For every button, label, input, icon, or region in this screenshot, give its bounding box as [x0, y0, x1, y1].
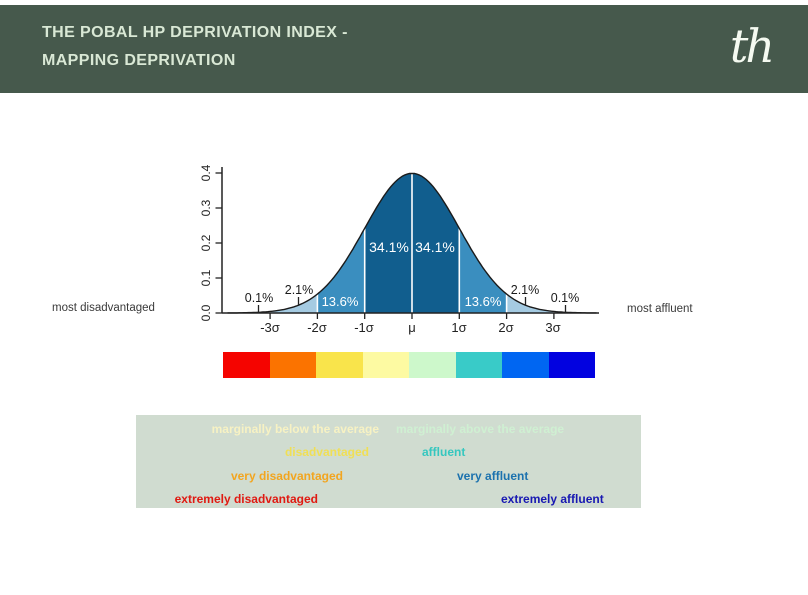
legend-disadvantaged: disadvantaged — [284, 445, 369, 459]
colorbar-segment-5 — [455, 352, 502, 378]
deprivation-colorbar — [223, 352, 595, 378]
y-tick-0.3: 0.3 — [199, 199, 213, 216]
th-logo: th — [729, 19, 775, 73]
label-2.1-left: 2.1% — [285, 283, 314, 297]
bell-curve-outline — [227, 172, 597, 314]
legend-marginally-below-average: marginally below the average — [211, 422, 379, 436]
label-13.6-right: 13.6% — [465, 294, 502, 309]
colorbar-segment-2 — [316, 352, 363, 378]
colorbar-segment-0 — [223, 352, 270, 378]
legend-very-affluent: very affluent — [457, 469, 529, 483]
colorbar-segment-6 — [502, 352, 549, 378]
legend-very-disadvantaged: very disadvantaged — [230, 469, 343, 483]
legend-affluent: affluent — [422, 445, 466, 459]
region-1 — [270, 294, 318, 313]
colorbar-segment-4 — [409, 352, 456, 378]
x-tick-3sigma: 3σ — [545, 320, 560, 335]
most-affluent-label: most affluent — [627, 303, 693, 315]
colorbar-segment-7 — [548, 352, 595, 378]
label-34.1-right: 34.1% — [415, 239, 455, 255]
slide-title-line1: THE POBAL HP DEPRIVATION INDEX - — [42, 24, 348, 41]
region-6 — [506, 294, 554, 313]
x-tick-minus3sigma: -3σ — [260, 320, 280, 335]
x-tick-2sigma: 2σ — [498, 320, 513, 335]
label-2.1-right: 2.1% — [511, 283, 540, 297]
legend-extremely-disadvantaged: extremely disadvantaged — [174, 492, 318, 506]
colorbar-segment-1 — [269, 352, 316, 378]
x-tick-mu: μ — [408, 320, 416, 335]
chart-axes — [215, 167, 599, 319]
most-disadvantaged-label: most disadvantaged — [52, 302, 155, 314]
label-13.6-left: 13.6% — [322, 294, 359, 309]
label-0.1-right: 0.1% — [551, 291, 580, 305]
x-tick-minus1sigma: -1σ — [354, 320, 374, 335]
x-tick-1sigma: 1σ — [451, 320, 466, 335]
slide-title-line2: MAPPING DEPRIVATION — [42, 52, 236, 69]
y-tick-0.1: 0.1 — [199, 269, 213, 286]
label-34.1-left: 34.1% — [369, 239, 409, 255]
deprivation-legend: marginally below the average marginally … — [136, 415, 641, 508]
y-tick-0.0: 0.0 — [199, 304, 213, 321]
header-band: THE POBAL HP DEPRIVATION INDEX - MAPPING… — [0, 5, 808, 93]
legend-marginally-above-average: marginally above the average — [396, 422, 565, 436]
y-tick-0.2: 0.2 — [199, 234, 213, 251]
x-tick-minus2sigma: -2σ — [307, 320, 327, 335]
label-0.1-left: 0.1% — [245, 291, 274, 305]
legend-extremely-affluent: extremely affluent — [501, 492, 604, 506]
slide-title: THE POBAL HP DEPRIVATION INDEX - MAPPING… — [42, 19, 348, 75]
colorbar-segment-3 — [362, 352, 409, 378]
y-tick-0.4: 0.4 — [199, 164, 213, 181]
